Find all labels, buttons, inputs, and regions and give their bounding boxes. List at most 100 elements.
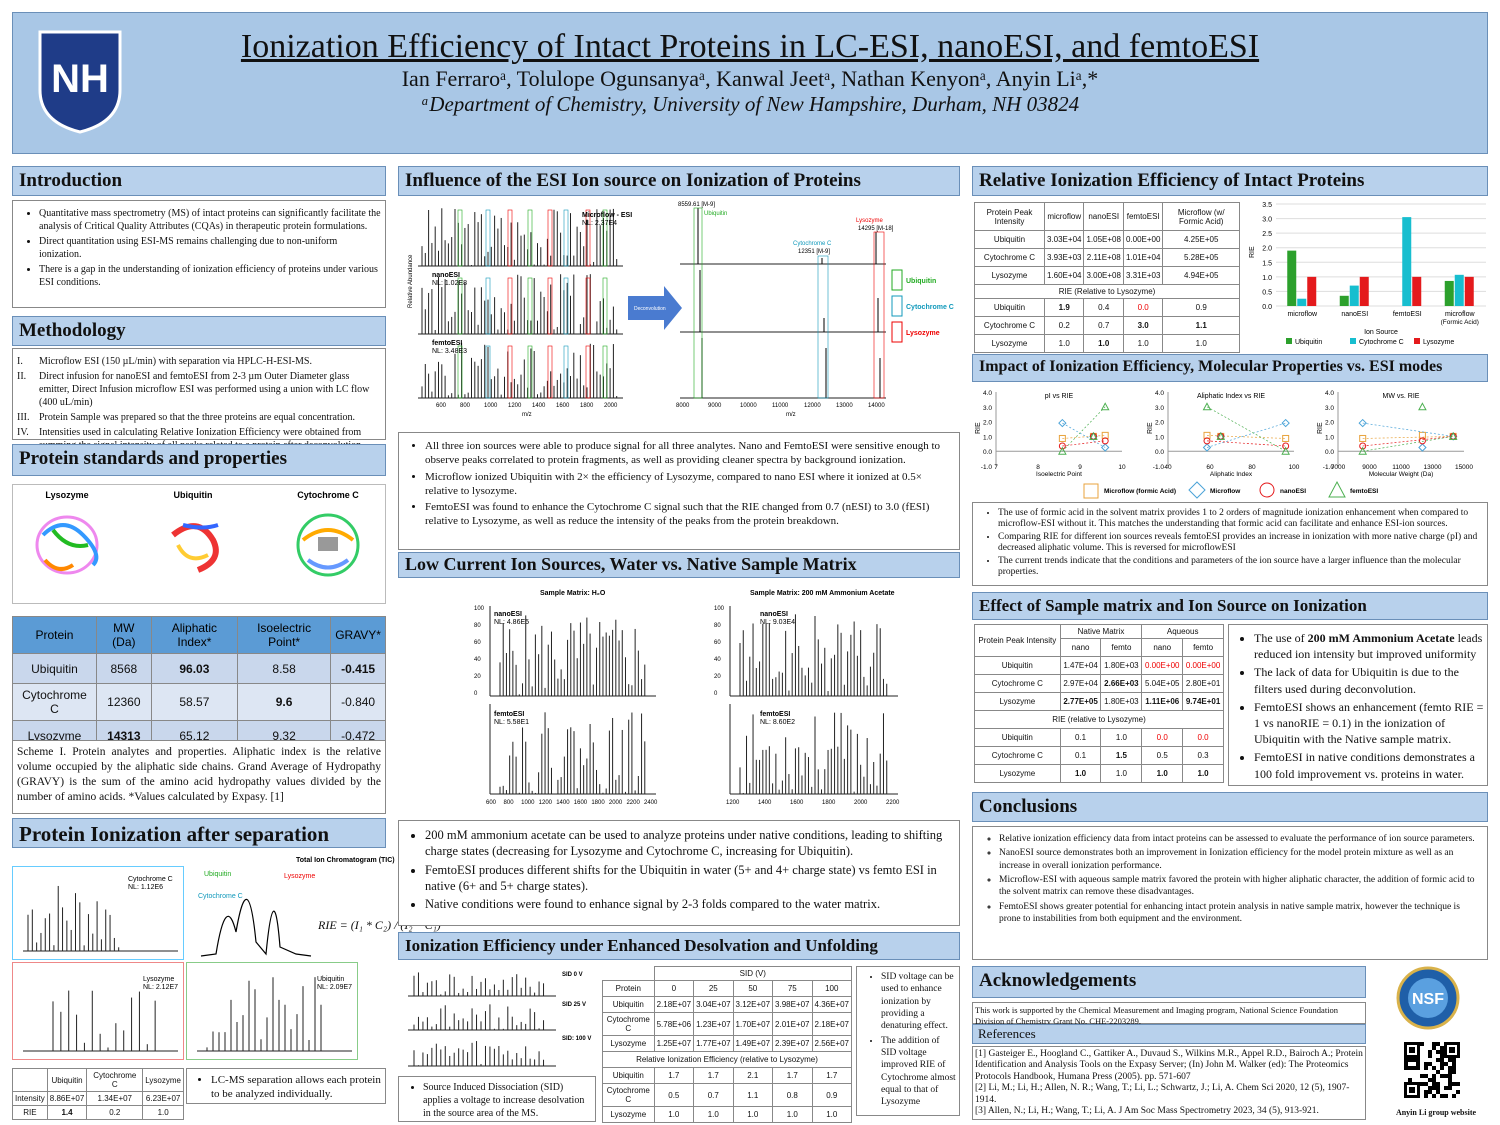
x-tick-label: 2200 xyxy=(886,800,900,806)
table-cell: 0.9 xyxy=(1162,298,1240,317)
bar xyxy=(1297,298,1307,306)
impact-bullet: The current trends indicate that the con… xyxy=(998,556,1484,578)
nsf-logo-text: NSF xyxy=(1412,991,1444,1008)
table-cell: 0.3 xyxy=(1182,746,1224,765)
qr-module xyxy=(1428,1062,1432,1066)
nanoesi-panel-title: nanoESI xyxy=(432,272,460,279)
impact-bullet: Comparing RIE for different ion sources … xyxy=(998,532,1484,554)
peak-highlight xyxy=(527,209,533,267)
qr-module xyxy=(1452,1058,1456,1062)
trend-line xyxy=(1062,435,1106,439)
trend-line xyxy=(1062,422,1106,448)
y-tick-label: -1.0 xyxy=(1153,464,1165,471)
matrix-bullet: FemtoESI shows an enhancement (femto RIE… xyxy=(1254,699,1484,748)
tic-label-ubiquitin: Ubiquitin xyxy=(204,871,231,878)
qr-module xyxy=(1440,1074,1444,1078)
y-tick-label: 2.0 xyxy=(1262,246,1272,253)
qr-module xyxy=(1440,1058,1444,1062)
peak-highlight xyxy=(457,209,463,267)
table-cell: 3.98E+07 xyxy=(772,996,813,1013)
table-cell: 1.0 xyxy=(653,1106,695,1123)
x-tick-label: 1200 xyxy=(539,800,553,806)
legend-cytochrome: Cytochrome C xyxy=(906,304,954,311)
scatter-xlabel: Isoelectric Point xyxy=(1036,471,1082,478)
table-cell: 1.1 xyxy=(1162,316,1240,335)
qr-code-icon[interactable] xyxy=(1404,1042,1460,1098)
table-cell: 0.00E+00 xyxy=(1141,656,1184,675)
conclusion-item: Relative ionization efficiency data from… xyxy=(999,833,1483,845)
influence-xlabel-right: m/z xyxy=(786,412,796,418)
table-cell: 0.4 xyxy=(1083,298,1124,317)
qr-module xyxy=(1440,1094,1444,1098)
x-tick-label: 2000 xyxy=(609,800,623,806)
table-cell: 1.70E+07 xyxy=(732,1012,774,1036)
lowcurrent-bullets: 200 mM ammonium acetate can be used to a… xyxy=(403,827,955,912)
table-cell: 1.01E+04 xyxy=(1122,248,1164,267)
ubiquitin-spectrum-plot: Ubiquitin NL: 2.09E7 xyxy=(197,976,352,1052)
intro-box: Quantitative mass spectrometry (MS) of i… xyxy=(12,200,386,308)
qr-module xyxy=(1412,1066,1416,1070)
table-cell: 0.0 xyxy=(1122,298,1164,317)
table-cell: 8.58 xyxy=(236,653,332,684)
peak-highlight xyxy=(585,277,591,335)
peak-highlight xyxy=(527,277,533,335)
cytochrome-spectrum: Cytochrome C NL: 1.12E6 xyxy=(12,866,184,960)
influence-bullets: All three ion sources were able to produ… xyxy=(403,439,955,529)
influence-spectra-plot: 600 800 1000 1200 1400 1600 1800 2000 Relative … xyxy=(408,202,954,418)
table-cell: 2.11E+08 xyxy=(1083,248,1124,267)
qr-module xyxy=(1436,1082,1440,1086)
x-tick-label: 14000 xyxy=(868,403,885,409)
references-box: [1] Gasteiger E., Hoogland C., Gattiker … xyxy=(972,1046,1366,1120)
poster-header xyxy=(12,12,1488,154)
tic-plot: Total Ion Chromatogram (TIC) Ubiquitin C… xyxy=(198,857,395,957)
table-cell: 1.11E+06 xyxy=(1141,692,1184,711)
peak-highlight xyxy=(527,345,533,399)
qr-module xyxy=(1440,1050,1444,1054)
qr-module xyxy=(1420,1074,1424,1078)
scatter-xlabel: Molecular Weight (Da) xyxy=(1369,471,1434,478)
conclusion-item: FemtoESI shows greater potential for enh… xyxy=(999,901,1483,926)
qr-module xyxy=(1424,1090,1428,1094)
sid-spectra-plot: SID 0 V SID 25 V SID: 100 V xyxy=(408,972,591,1067)
methods-box: I. Microflow ESI (150 µL/min) with separa… xyxy=(12,348,386,451)
table-cell: Cytochrome C xyxy=(12,683,97,721)
peak-highlight xyxy=(547,209,553,267)
table-row: Ubiquitin 0.1 1.0 0.0 0.0 xyxy=(974,728,1224,747)
table-header-cell: nano xyxy=(1141,638,1184,657)
logo-text: NH xyxy=(51,57,109,101)
trend-line xyxy=(1206,440,1286,447)
native-femtoesi-nl: NL: 8.60E2 xyxy=(760,719,795,726)
y-tick-label: 0 xyxy=(714,691,718,697)
intro-bullet: Quantitative mass spectrometry (MS) of i… xyxy=(39,207,381,233)
qr-module xyxy=(1448,1078,1452,1082)
qr-module xyxy=(1436,1086,1440,1090)
table-cell: Cytochrome C xyxy=(974,674,1061,693)
table-cell: 1.0 xyxy=(142,1105,184,1120)
qr-module xyxy=(1452,1094,1456,1098)
table-cell: 1.80E+03 xyxy=(1100,692,1143,711)
table-row: SID (V) xyxy=(602,966,853,981)
microflow-panel-nl: NL: 2.37E4 xyxy=(582,220,617,227)
x-tick-label: 13000 xyxy=(836,403,853,409)
table-cell: 0.5 xyxy=(1141,746,1184,765)
lowcurrent-bullet: 200 mM ammonium acetate can be used to a… xyxy=(425,827,955,860)
x-tick-label: 12000 xyxy=(804,403,821,409)
qr-module xyxy=(1452,1082,1456,1086)
table-cell: 1.1 xyxy=(732,1083,774,1107)
peak-label-cytochrome-mass: 12351 [M-9] xyxy=(798,249,830,255)
table-header-cell: Aliphatic Index* xyxy=(150,616,239,654)
lysozyme-structure-icon xyxy=(35,515,99,575)
sid-100-label: SID: 100 V xyxy=(562,1036,591,1042)
cytochrome-spectrum-nl: NL: 1.12E6 xyxy=(128,884,163,891)
peak-highlight xyxy=(563,277,569,335)
y-tick-label: 2.5 xyxy=(1262,231,1272,238)
methods-heading: Methodology xyxy=(12,316,386,346)
legend-cytochrome-swatch xyxy=(891,295,903,317)
cytochrome-spectrum-title: Cytochrome C xyxy=(128,876,173,883)
sid-0-label: SID 0 V xyxy=(562,972,583,978)
water-femtoesi-title: femtoESI xyxy=(494,711,524,718)
bar xyxy=(1287,250,1297,306)
sid-right-bullet: SID voltage can be used to enhance ioniz… xyxy=(881,971,957,1033)
table-cell: Cytochrome C xyxy=(602,1083,655,1107)
sid-right-bullet: The addition of SID voltage improved RIE… xyxy=(881,1035,957,1109)
